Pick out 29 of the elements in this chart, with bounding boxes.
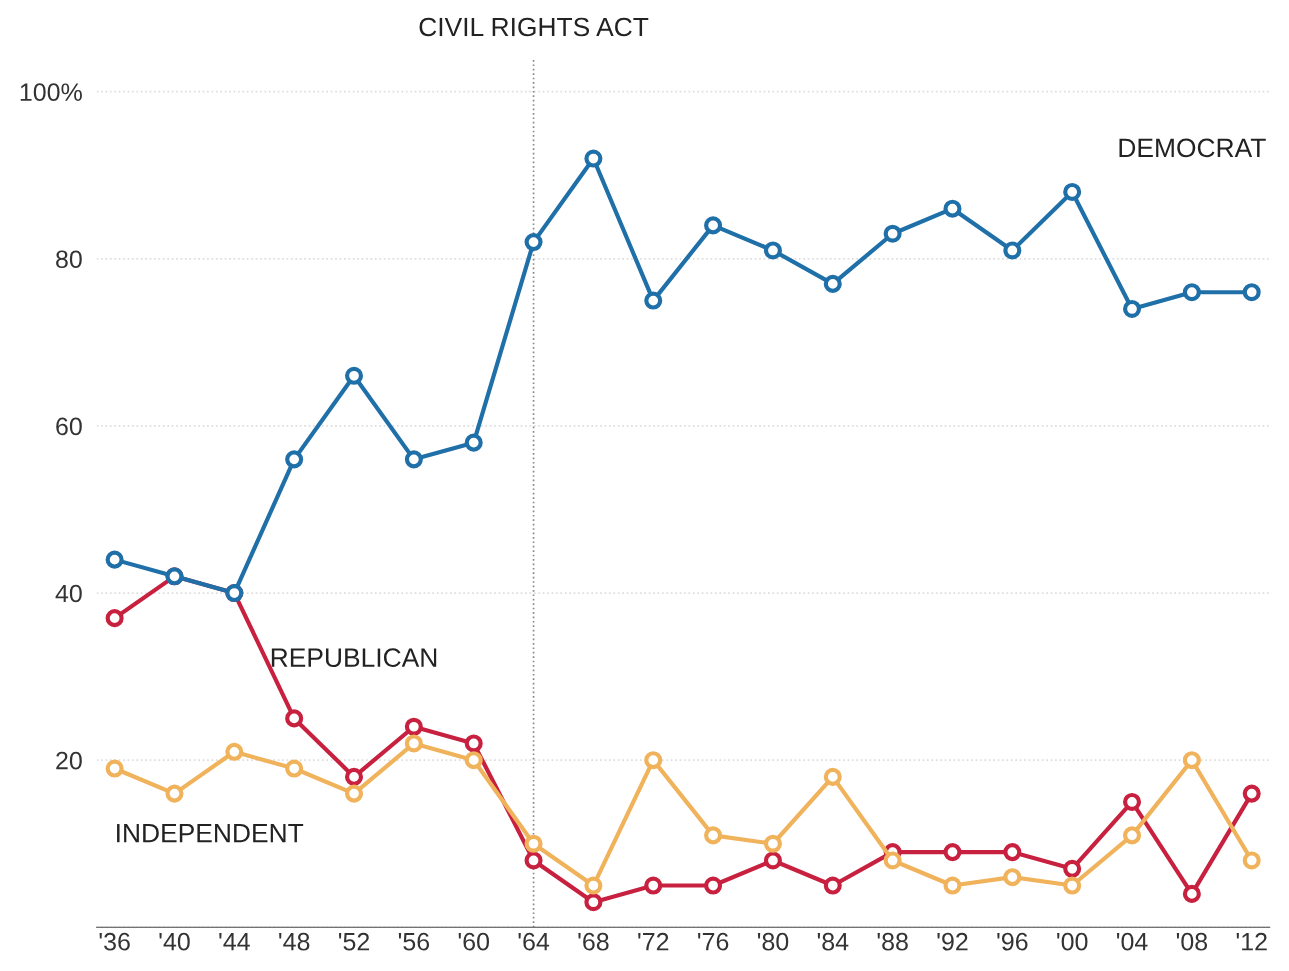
- series-label: REPUBLICAN: [271, 648, 437, 667]
- x-tick-label: '12: [1236, 932, 1267, 951]
- x-tick-label: '04: [1117, 932, 1148, 951]
- x-tick-label: '80: [757, 932, 789, 951]
- x-tick-label: '40: [159, 932, 190, 951]
- x-tick-label: '48: [279, 932, 310, 951]
- y-tick-label: 80: [56, 250, 82, 269]
- ref-line-label: CIVIL RIGHTS ACT: [419, 17, 649, 37]
- x-tick-label: '92: [937, 932, 968, 951]
- x-tick-label: '52: [339, 932, 370, 951]
- y-tick-label: 60: [56, 417, 82, 436]
- x-tick-label: '88: [877, 932, 908, 951]
- x-tick-label: '68: [578, 932, 609, 951]
- x-tick-label: '96: [997, 932, 1028, 951]
- y-tick-label: 100%: [20, 83, 82, 101]
- x-tick-label: '60: [458, 932, 490, 951]
- x-tick-label: '44: [219, 933, 250, 951]
- x-tick-label: '00: [1057, 932, 1088, 951]
- x-tick-label: '84: [817, 932, 849, 951]
- x-tick-label: '08: [1176, 932, 1208, 951]
- x-tick-label: '36: [99, 932, 130, 951]
- y-tick-label: 20: [56, 751, 82, 770]
- x-tick-label: '76: [698, 932, 729, 951]
- x-tick-label: '64: [518, 932, 550, 951]
- x-tick-label: '56: [398, 932, 430, 951]
- series-label: DEMOCRAT: [1119, 138, 1266, 158]
- y-tick-label: 40: [55, 584, 82, 603]
- x-tick-label: '72: [638, 932, 669, 951]
- series-label: INDEPENDENT: [117, 824, 304, 843]
